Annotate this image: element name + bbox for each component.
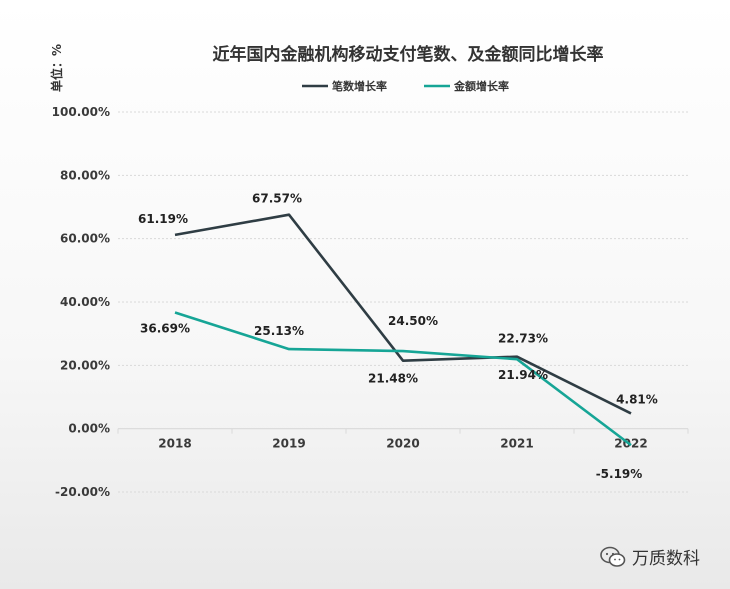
wechat-icon — [600, 546, 626, 567]
series-line-amount — [174, 311, 632, 447]
data-label: 21.94% — [498, 368, 548, 382]
y-tick-label: 0.00% — [68, 422, 110, 436]
data-label: -5.19% — [596, 467, 643, 481]
chart-title: 近年国内金融机构移动支付笔数、及金额同比增长率 — [213, 44, 604, 65]
y-tick-label: 20.00% — [60, 358, 110, 372]
x-tick-label: 2021 — [500, 437, 533, 451]
data-label: 22.73% — [498, 332, 548, 346]
y-tick-label: -20.00% — [55, 485, 110, 499]
y-tick-label: 80.00% — [60, 168, 110, 182]
watermark-text: 万质数科 — [632, 549, 700, 569]
series-line-count — [174, 213, 632, 415]
data-label: 24.50% — [388, 314, 438, 328]
x-axis: 2018 2019 2020 2021 2022 — [117, 428, 689, 451]
data-labels: 61.19% 67.57% 21.48% 22.73% 4.81% 36.69% 25.13… — [138, 192, 658, 481]
data-label: 21.48% — [368, 372, 418, 386]
x-tick-label: 2020 — [386, 437, 419, 451]
watermark: 万质数科 — [600, 544, 700, 569]
y-tick-label: 100.00% — [52, 105, 110, 119]
grid-lines — [118, 111, 688, 493]
unit-label: 单位：% — [50, 43, 64, 92]
legend-label: 金额增长率 — [453, 79, 509, 93]
x-tick-label: 2019 — [272, 437, 305, 451]
data-label: 67.57% — [252, 192, 302, 206]
data-label: 36.69% — [140, 321, 190, 335]
series-group — [174, 213, 632, 447]
data-label: 4.81% — [616, 392, 658, 406]
legend: 笔数增长率 金额增长率 — [302, 79, 509, 93]
y-tick-label: 40.00% — [60, 295, 110, 309]
y-tick-label: 60.00% — [60, 232, 110, 246]
data-label: 25.13% — [254, 324, 304, 338]
legend-label: 笔数增长率 — [332, 79, 387, 93]
data-label: 61.19% — [138, 212, 188, 226]
y-axis: 100.00% 80.00% 60.00% 40.00% 20.00% 0.00% -20.… — [52, 105, 110, 499]
x-tick-label: 2018 — [158, 437, 191, 451]
